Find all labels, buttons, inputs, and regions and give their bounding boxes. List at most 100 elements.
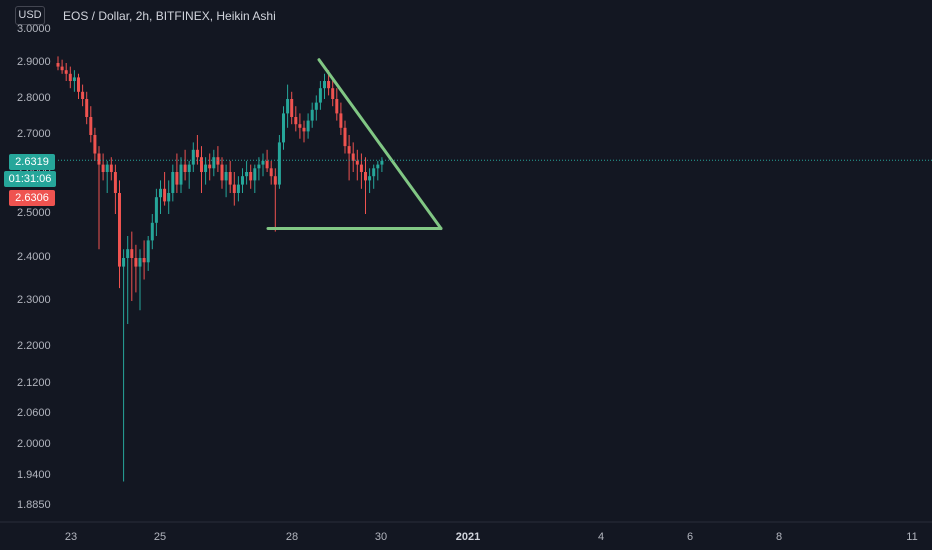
candle-body (167, 193, 171, 202)
candle-body (60, 66, 64, 71)
candle-body (97, 153, 101, 165)
candle-body (175, 172, 179, 185)
price-axis-label: 1.8850 (17, 499, 51, 511)
candle-body (150, 222, 154, 241)
candle-body (327, 81, 331, 89)
candle-body (290, 99, 294, 117)
candle-body (306, 120, 310, 132)
candle-body (359, 164, 363, 172)
candle-body (261, 160, 265, 165)
time-axis-label: 23 (64, 531, 78, 543)
price-axis-label: 2.0600 (17, 407, 51, 419)
candle-body (138, 258, 142, 267)
currency-button[interactable]: USD (15, 6, 45, 25)
candle-body (216, 157, 220, 165)
candle-body (187, 164, 191, 172)
candle-body (331, 88, 335, 99)
candle-body (298, 124, 302, 128)
price-axis-label: 2.2000 (17, 340, 51, 352)
candle-body (183, 164, 187, 172)
candle-body (351, 153, 355, 161)
candle-body (376, 164, 380, 169)
candle-body (224, 172, 228, 181)
candle-body (179, 164, 183, 185)
time-axis-label: 2021 (455, 531, 481, 543)
candle-body (273, 176, 277, 185)
candlestick-series (56, 56, 384, 482)
candle-body (142, 258, 146, 263)
candle-body (380, 160, 384, 165)
time-axis-label: 11 (906, 531, 918, 543)
candle-body (126, 249, 130, 258)
candle-body (56, 63, 60, 67)
candle-body (204, 164, 208, 172)
candle-body (109, 164, 113, 172)
price-axis-label: 2.4000 (17, 251, 51, 263)
candle-body (294, 117, 298, 125)
chart-title: EOS / Dollar, 2h, BITFINEX, Heikin Ashi (63, 9, 276, 23)
price-axis-label: 3.0000 (17, 23, 51, 35)
candle-body (134, 258, 138, 267)
triangle-drawing (266, 58, 443, 231)
candle-body (220, 164, 224, 181)
time-axis-label: 8 (775, 531, 783, 543)
candle-body (310, 109, 314, 121)
candle-body (347, 146, 351, 154)
close-price-tag: 2.6306 (9, 190, 55, 206)
time-axis-label: 6 (686, 531, 694, 543)
candle-body (101, 164, 105, 172)
candle-body (195, 149, 199, 158)
price-axis-label: 2.8000 (17, 92, 51, 104)
candle-body (339, 113, 343, 128)
price-axis-label: 2.5000 (17, 207, 51, 219)
candle-body (355, 160, 359, 165)
time-axis-label: 25 (153, 531, 167, 543)
candle-body (286, 99, 290, 114)
candle-body (232, 184, 236, 193)
price-axis-label: 2.1200 (17, 377, 51, 389)
candle-body (208, 164, 212, 169)
time-axis-label: 30 (374, 531, 388, 543)
candle-body (146, 240, 150, 263)
candle-body (68, 73, 72, 81)
candle-body (253, 168, 257, 181)
candle-body (269, 168, 273, 177)
candle-body (314, 102, 318, 110)
candle-body (265, 160, 269, 169)
candle-body (163, 188, 167, 202)
candle-body (159, 188, 162, 198)
candle-body (93, 135, 97, 154)
candle-body (191, 149, 195, 165)
triangle-diagonal-line[interactable] (317, 58, 443, 231)
last-price-tag: 2.6319 (9, 154, 55, 170)
candle-body (200, 157, 203, 172)
candle-body (335, 99, 339, 114)
candle-body (171, 172, 175, 193)
candle-body (113, 172, 117, 193)
candle-body (85, 99, 89, 117)
candle-body (212, 157, 216, 169)
candle-body (318, 88, 322, 103)
candle-body (130, 249, 134, 258)
candle-body (105, 164, 109, 172)
candle-body (64, 70, 68, 74)
candle-body (154, 197, 158, 223)
price-axis-label: 1.9400 (17, 469, 51, 481)
candle-body (89, 117, 93, 135)
candle-body (282, 113, 285, 143)
candle-body (245, 172, 249, 177)
candle-body (122, 258, 126, 267)
candle-body (228, 172, 232, 185)
candle-body (372, 168, 376, 177)
candle-body (343, 127, 347, 147)
countdown-tag: 01:31:06 (4, 171, 56, 187)
candle-body (77, 77, 80, 92)
candle-body (364, 172, 367, 181)
price-axis-label: 2.9000 (17, 56, 51, 68)
candle-body (302, 127, 306, 132)
time-axis-label: 4 (597, 531, 605, 543)
candle-body (72, 77, 76, 81)
candle-body (277, 142, 281, 185)
candle-body (257, 164, 261, 169)
